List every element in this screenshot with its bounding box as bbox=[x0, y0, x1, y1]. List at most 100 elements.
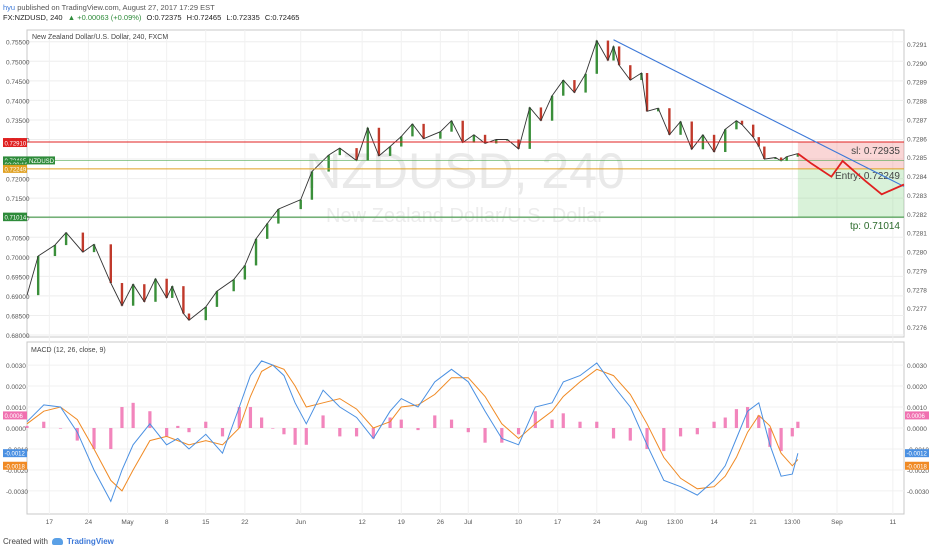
macd-tag-left-text: 0.0006 bbox=[5, 414, 24, 420]
price-candle bbox=[243, 265, 247, 280]
price-candle bbox=[254, 238, 258, 266]
x-tick-label: 24 bbox=[85, 519, 93, 526]
y-tick-label: 0.72000 bbox=[6, 177, 30, 184]
x-tick-label: Jul bbox=[464, 519, 473, 526]
price-candle bbox=[539, 107, 543, 121]
macd-histogram-bar bbox=[176, 425, 180, 428]
y-tick-label: 0.70000 bbox=[6, 255, 30, 262]
macd-tag-left-text: -0.0018 bbox=[5, 464, 26, 470]
price-candle bbox=[131, 284, 135, 306]
price-candle bbox=[450, 120, 453, 132]
x-tick-label: 26 bbox=[437, 519, 445, 526]
price-candle bbox=[439, 131, 442, 139]
price-candle bbox=[299, 199, 302, 210]
x-tick-label: 17 bbox=[554, 519, 562, 526]
macd-tag-left-bg bbox=[3, 449, 27, 458]
y-tick-label: 0.73500 bbox=[6, 118, 30, 125]
price-candle bbox=[171, 286, 174, 298]
high-value: H:0.72465 bbox=[186, 13, 222, 22]
price-tag-text: 0.71014 bbox=[5, 216, 27, 222]
price-tag-text: 0.72249 bbox=[5, 167, 27, 173]
price-candle bbox=[120, 283, 124, 306]
y-tick-label: 0.68500 bbox=[6, 313, 30, 320]
x-tick-label: 10 bbox=[515, 519, 523, 526]
created-with-text: Created with bbox=[3, 537, 48, 546]
macd-histogram-bar bbox=[466, 428, 470, 433]
macd-histogram-bar bbox=[433, 415, 437, 428]
macd-histogram-bar bbox=[645, 428, 649, 449]
y-tick-label: 0.71500 bbox=[6, 196, 30, 203]
price-candle bbox=[187, 313, 191, 321]
trendline bbox=[613, 39, 905, 187]
author-link[interactable]: hyu bbox=[3, 3, 16, 12]
macd-histogram-bar bbox=[120, 407, 124, 428]
price-candle bbox=[735, 120, 738, 130]
x-tick-label: 22 bbox=[241, 519, 249, 526]
footer: Created with TradingView bbox=[3, 537, 114, 546]
price-candle bbox=[92, 244, 96, 253]
macd-histogram-bar bbox=[338, 428, 342, 437]
macd-histogram-bar bbox=[628, 428, 632, 441]
x-tick-label: Jun bbox=[295, 519, 306, 526]
y-tick-label: 0.68000 bbox=[6, 333, 30, 340]
macd-histogram-bar bbox=[500, 428, 504, 443]
stop-loss-zone bbox=[797, 142, 904, 169]
macd-tick-left: 0.0020 bbox=[6, 384, 26, 391]
tradingview-link[interactable]: TradingView bbox=[66, 537, 114, 546]
macd-tick-right: -0.0030 bbox=[907, 489, 929, 496]
macd-histogram-bar bbox=[271, 428, 275, 429]
price-candle bbox=[53, 245, 57, 257]
macd-histogram-bar bbox=[734, 409, 739, 428]
watermark-symbol: NZDUSD, 240 bbox=[305, 143, 625, 199]
right-tick-label: 0.7280 bbox=[907, 250, 927, 257]
price-candle bbox=[495, 139, 498, 144]
macd-histogram-bar bbox=[237, 407, 241, 428]
right-tick-label: 0.7282 bbox=[907, 212, 927, 219]
right-tick-label: 0.7285 bbox=[907, 155, 927, 162]
macd-tick-right: -0.0020 bbox=[907, 468, 929, 475]
macd-histogram-bar bbox=[550, 419, 554, 428]
level-label-entry: Entry: 0.72249 bbox=[835, 171, 900, 182]
price-candle bbox=[204, 306, 207, 321]
macd-tick-right: 0.0030 bbox=[907, 363, 927, 370]
x-tick-label: 8 bbox=[165, 519, 169, 526]
macd-tick-left: -0.0030 bbox=[6, 489, 28, 496]
level-label-sl: sl: 0.72935 bbox=[851, 146, 900, 157]
price-candle bbox=[779, 157, 783, 162]
macd-histogram-bar bbox=[796, 421, 800, 428]
right-tick-label: 0.7289 bbox=[907, 80, 927, 87]
macd-tick-left: 0.0030 bbox=[6, 363, 26, 370]
macd-tick-left: -0.0020 bbox=[6, 468, 28, 475]
price-candle bbox=[640, 73, 643, 81]
right-tick-label: 0.7284 bbox=[907, 174, 927, 181]
price-candle bbox=[338, 148, 342, 156]
x-tick-label: 19 bbox=[398, 519, 406, 526]
macd-histogram-bar bbox=[483, 428, 487, 443]
watermark: NZDUSD, 240 New Zealand Dollar/U.S. Dolla… bbox=[32, 34, 625, 227]
symbol-tag-text: NZDUSD bbox=[29, 159, 55, 165]
macd-histogram-bar bbox=[595, 421, 599, 428]
price-candle bbox=[796, 153, 800, 157]
macd-tag-left-bg bbox=[3, 461, 27, 470]
macd-histogram-bar bbox=[220, 428, 225, 437]
macd-histogram-bar bbox=[260, 417, 264, 428]
price-candle bbox=[562, 80, 565, 96]
price-candle bbox=[36, 256, 40, 296]
price-candle bbox=[668, 108, 671, 135]
drawing-overlays: sl: 0.72935 tp: 0.71014 Entry: 0.72249 bbox=[27, 39, 905, 232]
price-candle bbox=[182, 286, 185, 314]
price-candle bbox=[584, 73, 587, 93]
x-tick-label: 24 bbox=[593, 519, 601, 526]
price-candle bbox=[679, 121, 682, 135]
right-tick-label: 0.7287 bbox=[907, 117, 927, 124]
macd-histogram-bar bbox=[58, 428, 63, 429]
macd-histogram-bar bbox=[561, 413, 565, 428]
price-chart[interactable]: NZDUSD, 240 New Zealand Dollar/U.S. Dolla… bbox=[0, 24, 932, 536]
price-candle bbox=[774, 157, 777, 160]
macd-tick-left: 0.0000 bbox=[6, 426, 26, 433]
price-candle bbox=[595, 40, 598, 74]
y-tick-label: 0.74500 bbox=[6, 79, 30, 86]
macd-histogram-bar bbox=[779, 428, 783, 452]
price-candle bbox=[81, 232, 85, 253]
main-pane-frame bbox=[26, 29, 905, 338]
